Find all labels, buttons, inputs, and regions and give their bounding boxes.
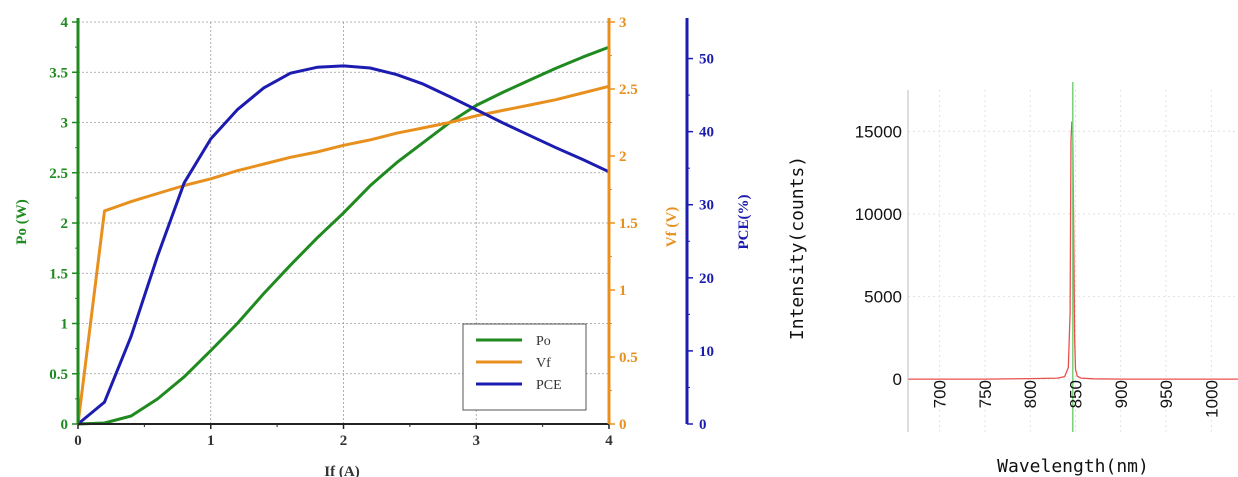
y-tick-label: 10000 bbox=[855, 205, 902, 224]
right-inner-tick-label: 1 bbox=[619, 283, 627, 299]
left-tick-label: 0 bbox=[61, 417, 69, 433]
left-tick-label: 1 bbox=[61, 317, 69, 333]
x-tick-label: 850 bbox=[1067, 380, 1086, 408]
right-outer-tick-label: 0 bbox=[699, 417, 707, 433]
y-tick-label: 5000 bbox=[864, 288, 902, 307]
x-tick-label: 900 bbox=[1112, 380, 1131, 408]
left-tick-label: 3 bbox=[61, 116, 69, 132]
y-tick-label: 15000 bbox=[855, 122, 902, 141]
x-tick-label: 2 bbox=[340, 433, 348, 449]
x-axis-label: If (A) bbox=[324, 464, 359, 477]
right-outer-tick-label: 30 bbox=[699, 198, 714, 214]
right-outer-tick-label: 40 bbox=[699, 125, 714, 141]
x-tick-label: 3 bbox=[473, 433, 481, 449]
right-inner-tick-label: 2.5 bbox=[619, 82, 638, 98]
series-line-po bbox=[77, 45, 610, 426]
y-axis-label: Intensity(counts) bbox=[787, 156, 808, 340]
left-tick-label: 2 bbox=[61, 216, 69, 232]
series-line-pce bbox=[77, 64, 610, 426]
left-tick-label: 1.5 bbox=[49, 266, 68, 282]
right-outer-tick-label: 20 bbox=[699, 271, 714, 287]
legend-label-vf: Vf bbox=[536, 356, 551, 371]
grid bbox=[78, 21, 609, 424]
left-tick-label: 0.5 bbox=[49, 367, 68, 383]
y-tick-label: 0 bbox=[893, 370, 902, 389]
series-group bbox=[76, 45, 610, 426]
tick-labels-group: 0 5000 10000 15000 700 750 800 850 900 950 1000 bbox=[855, 122, 1222, 418]
grid bbox=[908, 90, 1238, 432]
x-tick-label: 0 bbox=[74, 433, 82, 449]
left-tick-label: 2.5 bbox=[49, 166, 68, 182]
x-tick-label: 950 bbox=[1157, 380, 1176, 408]
left-tick-label: 4 bbox=[61, 15, 69, 31]
legend-box bbox=[462, 323, 587, 411]
tick-labels-group: 0 1 2 3 400.511.522.533.5400.511.522.5301020… bbox=[49, 15, 714, 449]
right-outer-tick-label: 50 bbox=[699, 52, 714, 68]
right-inner-tick-label: 0.5 bbox=[619, 350, 638, 366]
right-inner-tick-label: 0 bbox=[619, 417, 627, 433]
x-tick-label: 4 bbox=[605, 433, 613, 449]
x-tick-label: 750 bbox=[976, 380, 995, 408]
right-inner-tick-label: 1.5 bbox=[619, 216, 638, 232]
axes-group bbox=[72, 18, 693, 429]
left-axis-label: Po (W) bbox=[14, 199, 30, 244]
right-inner-tick-label: 2 bbox=[619, 149, 627, 165]
right-outer-tick-label: 10 bbox=[699, 344, 714, 360]
chart-spectrum: 0 5000 10000 15000 700 750 800 850 900 950 1000 Wa… bbox=[787, 82, 1238, 477]
x-tick-label: 700 bbox=[931, 380, 950, 408]
right-inner-axis-label: Vf (V) bbox=[664, 207, 680, 247]
x-axis-label: Wavelength(nm) bbox=[997, 456, 1149, 477]
legend-label-po: Po bbox=[536, 334, 551, 349]
x-tick-label: 1000 bbox=[1202, 380, 1221, 418]
series-line-vf bbox=[76, 84, 610, 425]
axes-group bbox=[907, 82, 1074, 432]
left-tick-label: 3.5 bbox=[49, 65, 68, 81]
legend: Po Vf PCE bbox=[462, 323, 587, 411]
chart-current-characteristics: 0 1 2 3 400.511.522.533.5400.511.522.5301020… bbox=[14, 15, 752, 477]
right-inner-tick-label: 3 bbox=[619, 15, 627, 31]
right-outer-axis-label: PCE(%) bbox=[736, 195, 752, 250]
x-tick-label: 1 bbox=[207, 433, 215, 449]
legend-label-pce: PCE bbox=[536, 378, 562, 393]
x-tick-label: 800 bbox=[1021, 380, 1040, 408]
